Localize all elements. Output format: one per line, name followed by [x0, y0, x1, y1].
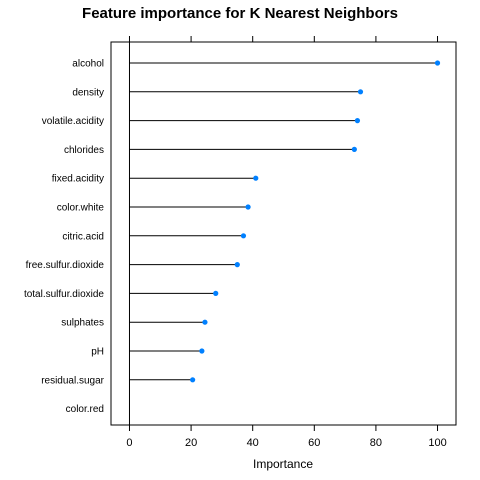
importance-point	[213, 290, 219, 296]
importance-point	[234, 262, 240, 268]
importance-point	[199, 348, 205, 354]
category-label: fixed.acidity	[52, 174, 104, 185]
plot-frame	[110, 41, 457, 426]
category-label: alcohol	[72, 59, 104, 70]
x-tick-label: 100	[428, 437, 446, 449]
x-tick-label: 60	[308, 437, 320, 449]
x-tick-label: 40	[247, 437, 259, 449]
category-label: residual.sugar	[41, 375, 104, 386]
category-label: color.red	[66, 404, 104, 415]
category-label: citric.acid	[62, 231, 104, 242]
importance-point	[354, 118, 361, 124]
category-label: sulphates	[61, 318, 104, 329]
importance-point	[357, 89, 364, 95]
importance-point	[240, 233, 247, 239]
importance-point	[434, 60, 441, 66]
category-label: pH	[91, 347, 104, 358]
importance-point	[202, 319, 208, 325]
x-tick-label: 20	[185, 437, 197, 449]
category-label: free.sulfur.dioxide	[26, 260, 105, 271]
category-label: volatile.acidity	[42, 116, 104, 127]
category-label: color.white	[57, 203, 105, 214]
importance-point	[190, 377, 196, 383]
importance-point	[245, 204, 251, 210]
category-label: chlorides	[64, 145, 104, 156]
x-tick-label: 0	[126, 437, 132, 449]
category-label: density	[72, 87, 104, 98]
category-label: total.sulfur.dioxide	[24, 289, 104, 300]
x-axis-label: Importance	[253, 457, 313, 471]
chart-title: Feature importance for K Nearest Neighbo…	[82, 5, 398, 22]
x-tick-label: 80	[370, 437, 382, 449]
importance-point	[351, 146, 357, 152]
importance-point	[253, 175, 259, 181]
